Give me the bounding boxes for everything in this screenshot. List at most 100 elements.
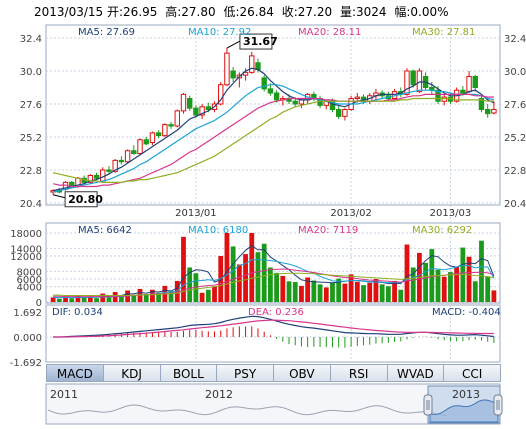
price-y-tick-right: 22.8 bbox=[504, 166, 526, 177]
volume-bar bbox=[150, 289, 155, 302]
tab-psy[interactable]: PSY bbox=[216, 364, 274, 382]
volume-bar bbox=[454, 266, 460, 302]
tab-kdj[interactable]: KDJ bbox=[102, 364, 161, 382]
tab-boll[interactable]: BOLL bbox=[159, 364, 218, 382]
price-y-tick-left: 27.6 bbox=[20, 100, 42, 111]
price-y-tick-left: 25.2 bbox=[20, 133, 42, 144]
volume-y-tick: 12000 bbox=[10, 252, 42, 263]
candle bbox=[118, 156, 125, 165]
candle-body bbox=[100, 169, 106, 182]
price-legend-item: MA20: 28.11 bbox=[298, 27, 361, 38]
price-panel-frame bbox=[45, 24, 501, 206]
volume-legend-item: MA5: 6642 bbox=[78, 225, 132, 236]
volume-bar bbox=[280, 275, 286, 302]
volume-legend-item: MA30: 6292 bbox=[412, 225, 472, 236]
candle bbox=[186, 95, 193, 111]
candle bbox=[174, 109, 180, 128]
volume-bar bbox=[286, 281, 292, 302]
header-date: 2013/03/15 bbox=[34, 5, 103, 19]
tab-macd[interactable]: MACD bbox=[46, 364, 104, 382]
candle bbox=[162, 123, 168, 137]
volume-bar bbox=[479, 240, 484, 302]
volume-bar bbox=[392, 280, 397, 302]
candle bbox=[273, 90, 280, 103]
volume-bar bbox=[181, 236, 186, 302]
price-y-tick-left: 20.4 bbox=[20, 199, 42, 210]
volume-bar bbox=[485, 276, 491, 302]
candle bbox=[441, 94, 447, 106]
candle-body bbox=[118, 159, 125, 163]
volume-bar bbox=[330, 282, 335, 302]
price-x-label: 2013/03 bbox=[430, 208, 472, 219]
volume-bar bbox=[156, 292, 162, 302]
volume-bar bbox=[75, 295, 81, 302]
price-y-tick-right: 32.4 bbox=[504, 34, 526, 45]
candle bbox=[404, 68, 410, 96]
candle-body bbox=[193, 107, 199, 116]
volume-bar bbox=[143, 294, 149, 302]
candle bbox=[342, 108, 348, 121]
candle bbox=[261, 75, 267, 92]
price-x-labels: 2013/01 2013/02 2013/03 bbox=[175, 208, 471, 219]
tab-wvad[interactable]: WVAD bbox=[386, 364, 445, 382]
header-high-value: 27.80 bbox=[181, 5, 215, 19]
candle bbox=[93, 172, 100, 180]
candle-body bbox=[354, 96, 361, 99]
candle-body bbox=[143, 139, 149, 145]
volume-y-tick: 14000 bbox=[10, 244, 42, 255]
candle-body bbox=[87, 175, 94, 183]
price-y-tick-right: 30.0 bbox=[504, 67, 526, 78]
max-annotation: 31.67 bbox=[226, 33, 278, 50]
volume-bar bbox=[63, 296, 68, 302]
header-change-value: 0.00% bbox=[410, 5, 448, 19]
candle bbox=[484, 104, 491, 118]
volume-bar bbox=[379, 284, 385, 302]
candle-body bbox=[404, 70, 410, 95]
macd-lines bbox=[53, 315, 494, 338]
navigator-overview-line bbox=[47, 404, 448, 416]
candle-body bbox=[174, 110, 180, 127]
volume-bar bbox=[50, 297, 56, 302]
macd-legend-item: DIF: 0.034 bbox=[52, 307, 103, 318]
price-y-ticks: 20.4 20.4 22.8 22.8 25.2 25.2 27.6 27.6 30.0 30.0… bbox=[20, 34, 526, 210]
volume-bar bbox=[348, 274, 354, 302]
volume-bar bbox=[168, 291, 174, 302]
volume-bar bbox=[466, 256, 472, 302]
candle bbox=[180, 93, 187, 114]
candle bbox=[106, 165, 112, 175]
candle-body bbox=[267, 88, 274, 94]
candle-body bbox=[149, 132, 156, 143]
price-x-label: 2013/02 bbox=[330, 208, 372, 219]
volume-bar bbox=[367, 282, 373, 302]
candle-body bbox=[335, 109, 342, 117]
candle-body bbox=[472, 76, 478, 88]
volume-bar bbox=[373, 279, 379, 302]
tab-obv[interactable]: OBV bbox=[273, 364, 331, 382]
header-volume-value: 3024 bbox=[356, 5, 387, 19]
volume-bar bbox=[131, 295, 137, 302]
candle bbox=[168, 121, 174, 129]
candle-body bbox=[261, 77, 267, 90]
candle bbox=[416, 68, 423, 93]
price-y-tick-left: 32.4 bbox=[20, 34, 42, 45]
price-moving-averages bbox=[52, 67, 495, 193]
candle bbox=[249, 51, 255, 74]
price-legend-item: MA10: 27.92 bbox=[188, 27, 251, 38]
volume-bar bbox=[106, 297, 112, 302]
navigator-year-2013: 2013 bbox=[452, 388, 480, 401]
candle-body bbox=[484, 109, 491, 115]
candle bbox=[87, 174, 94, 184]
tab-rsi[interactable]: RSI bbox=[329, 364, 388, 382]
candle-body bbox=[460, 89, 466, 94]
volume-bar bbox=[292, 282, 298, 302]
navigator-left-handle[interactable] bbox=[423, 394, 433, 416]
candle-body bbox=[131, 150, 137, 154]
header-change-label: 幅: bbox=[394, 4, 410, 19]
navigator-right-handle[interactable] bbox=[493, 394, 503, 416]
tab-cci[interactable]: CCI bbox=[443, 364, 501, 382]
navigator-selection-line bbox=[429, 399, 499, 423]
volume-y-tick: 4000 bbox=[17, 283, 42, 294]
volume-bar bbox=[230, 246, 236, 302]
candle-body bbox=[466, 76, 472, 93]
